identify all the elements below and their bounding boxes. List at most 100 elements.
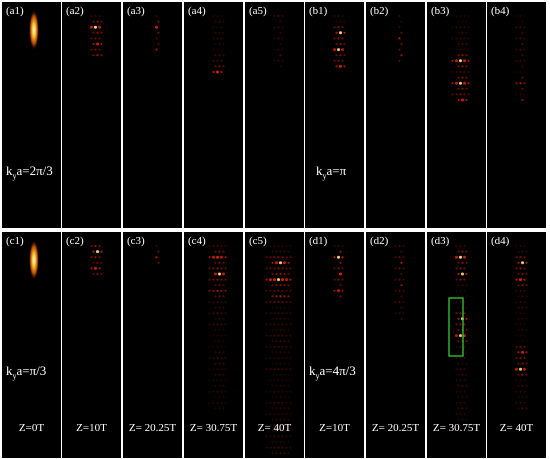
light-spot: [523, 82, 526, 85]
light-spot: [525, 306, 528, 309]
light-spot: [90, 244, 93, 248]
light-spot: [337, 14, 340, 18]
light-spot: [222, 328, 225, 332]
light-spot: [459, 379, 462, 382]
light-spot: [94, 266, 97, 270]
light-spot: [273, 334, 276, 337]
light-spot: [402, 244, 405, 248]
light-spot: [279, 295, 282, 298]
light-spot: [273, 289, 276, 292]
light-spot: [517, 407, 520, 410]
light-spot: [451, 48, 454, 51]
panel-label: (a1): [6, 5, 24, 17]
light-spot: [214, 20, 217, 23]
panel-label: (a3): [127, 5, 145, 17]
light-spot: [218, 396, 221, 399]
light-spot: [222, 261, 225, 264]
light-spot: [343, 31, 346, 34]
intensity-map: [212, 14, 225, 74]
light-spot: [214, 250, 217, 253]
light-spot: [337, 267, 340, 270]
light-spot: [214, 351, 217, 354]
panel-b2: (b2): [366, 2, 425, 228]
light-spot: [94, 25, 97, 29]
light-spot: [285, 345, 288, 348]
light-spot: [212, 278, 215, 281]
light-spot: [271, 440, 274, 444]
light-spot: [283, 272, 286, 276]
light-spot: [216, 255, 219, 259]
intensity-map: [333, 244, 344, 298]
light-spot: [279, 452, 282, 455]
light-spot: [523, 256, 526, 259]
panel-b3: (b3): [427, 2, 486, 228]
light-spot: [463, 244, 466, 248]
intensity-map: [29, 10, 39, 50]
light-spot: [523, 244, 526, 248]
light-spot: [155, 244, 158, 248]
light-spot: [341, 278, 344, 281]
light-spot: [521, 328, 524, 332]
light-spot: [273, 401, 276, 404]
light-spot: [214, 340, 217, 343]
light-spot: [521, 373, 524, 376]
light-spot: [283, 440, 286, 444]
panel-c2: (c2) Z=10T: [62, 232, 121, 458]
panel-label: (c2): [66, 235, 84, 247]
light-spot: [519, 93, 522, 96]
light-spot: [273, 300, 276, 304]
light-spot: [216, 312, 219, 315]
light-spot: [218, 250, 221, 253]
light-spot: [283, 295, 286, 298]
light-spot: [277, 356, 280, 360]
light-spot: [517, 384, 520, 388]
light-spot: [218, 317, 221, 320]
panel-a5: (a5): [245, 2, 304, 228]
light-spot: [222, 317, 225, 320]
light-spot: [398, 48, 401, 51]
light-spot: [394, 312, 397, 315]
light-spot: [457, 20, 460, 23]
light-spot: [461, 250, 464, 253]
light-spot: [98, 25, 101, 29]
light-spot: [96, 20, 99, 23]
light-spot: [279, 54, 282, 57]
light-spot: [220, 390, 223, 393]
light-spot: [220, 334, 223, 337]
light-spot: [457, 384, 460, 388]
light-spot: [275, 362, 278, 365]
light-spot: [398, 312, 401, 315]
light-spot: [459, 278, 462, 281]
light-spot: [212, 255, 215, 259]
light-spot: [275, 351, 278, 354]
light-spot: [341, 59, 344, 62]
intensity-map: [515, 244, 528, 410]
light-spot: [214, 328, 217, 332]
light-spot: [216, 334, 219, 337]
light-spot: [519, 334, 522, 337]
light-spot: [339, 42, 342, 46]
light-spot: [337, 278, 340, 281]
light-spot: [277, 59, 280, 62]
light-spot: [283, 351, 286, 354]
light-spot: [333, 14, 336, 18]
light-spot: [222, 31, 225, 34]
light-spot: [515, 267, 518, 270]
light-spot: [525, 351, 528, 354]
intensity-map: [398, 14, 403, 62]
ky-subscript: y: [12, 371, 17, 381]
light-spot: [273, 356, 276, 360]
light-spot: [271, 373, 274, 376]
light-spot: [455, 278, 458, 281]
light-spot: [277, 379, 280, 382]
light-spot: [98, 14, 101, 18]
light-spot: [265, 323, 268, 326]
light-spot: [459, 289, 462, 292]
light-spot: [90, 37, 93, 40]
light-spot: [220, 26, 223, 29]
light-spot: [515, 300, 518, 304]
light-spot: [222, 306, 225, 309]
light-spot: [333, 48, 336, 52]
light-spot: [216, 379, 219, 382]
light-spot: [525, 373, 528, 376]
